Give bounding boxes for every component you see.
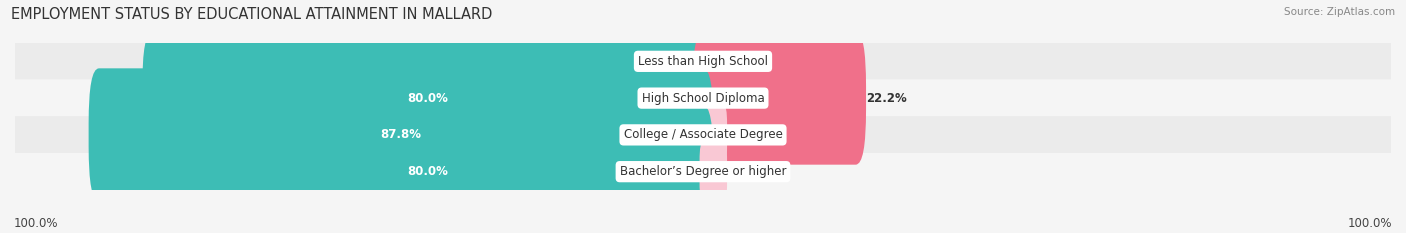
Text: 100.0%: 100.0% <box>14 217 59 230</box>
FancyBboxPatch shape <box>142 105 713 233</box>
Text: 22.2%: 22.2% <box>866 92 907 105</box>
Text: 87.8%: 87.8% <box>381 128 422 141</box>
Text: 0.0%: 0.0% <box>731 128 761 141</box>
FancyBboxPatch shape <box>142 31 713 165</box>
Text: Source: ZipAtlas.com: Source: ZipAtlas.com <box>1284 7 1395 17</box>
Text: 0.0%: 0.0% <box>731 165 761 178</box>
Text: Bachelor’s Degree or higher: Bachelor’s Degree or higher <box>620 165 786 178</box>
Text: EMPLOYMENT STATUS BY EDUCATIONAL ATTAINMENT IN MALLARD: EMPLOYMENT STATUS BY EDUCATIONAL ATTAINM… <box>11 7 492 22</box>
Text: Less than High School: Less than High School <box>638 55 768 68</box>
FancyBboxPatch shape <box>89 68 713 202</box>
FancyBboxPatch shape <box>700 142 727 202</box>
Text: College / Associate Degree: College / Associate Degree <box>624 128 782 141</box>
Text: 80.0%: 80.0% <box>408 165 449 178</box>
Text: High School Diploma: High School Diploma <box>641 92 765 105</box>
Text: 80.0%: 80.0% <box>408 92 449 105</box>
FancyBboxPatch shape <box>15 79 1391 117</box>
FancyBboxPatch shape <box>700 31 727 91</box>
FancyBboxPatch shape <box>15 153 1391 190</box>
FancyBboxPatch shape <box>15 116 1391 154</box>
FancyBboxPatch shape <box>15 43 1391 80</box>
Text: 0.0%: 0.0% <box>731 55 761 68</box>
Text: 100.0%: 100.0% <box>1347 217 1392 230</box>
FancyBboxPatch shape <box>679 31 706 91</box>
FancyBboxPatch shape <box>693 31 866 165</box>
FancyBboxPatch shape <box>700 105 727 165</box>
Text: 0.0%: 0.0% <box>645 55 675 68</box>
